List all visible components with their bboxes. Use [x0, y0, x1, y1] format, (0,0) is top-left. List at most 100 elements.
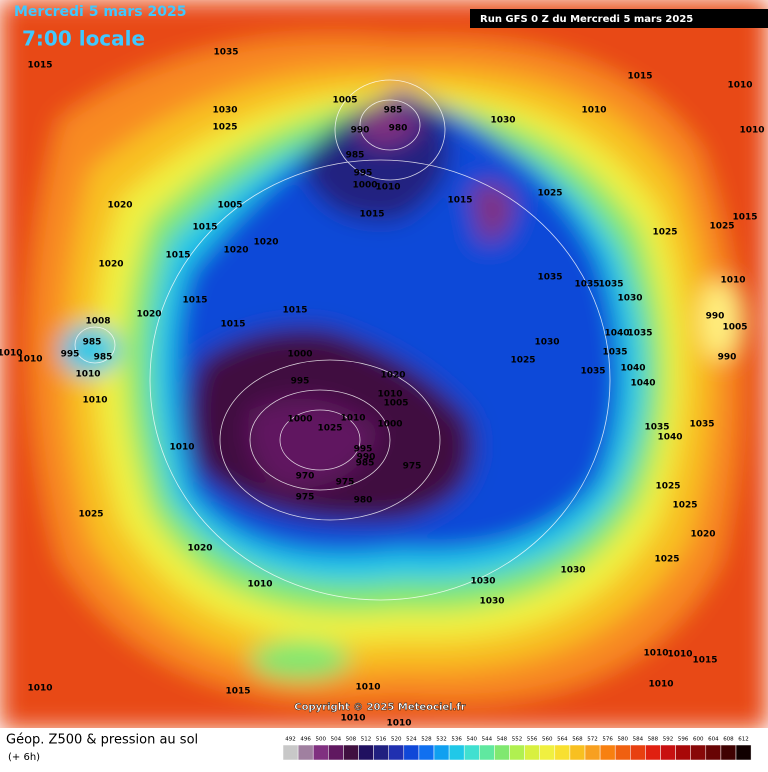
- pressure-label: 1030: [479, 597, 504, 607]
- pressure-label: 1010: [377, 390, 402, 400]
- pressure-label: 1010: [386, 719, 411, 729]
- pressure-label: 1030: [617, 294, 642, 304]
- pressure-label: 1035: [574, 280, 599, 290]
- pressure-label: 985: [346, 151, 365, 161]
- pressure-label: 1010: [648, 680, 673, 690]
- color-scale: 492 496 500 504 508 512 516 520 524 528 532 536 540 5…: [282, 737, 752, 761]
- pressure-label: 1015: [282, 306, 307, 316]
- scale-label: 508: [346, 737, 357, 743]
- pressure-label: 1005: [217, 201, 242, 211]
- product-name: Géop. Z500 & pression au sol: [6, 733, 198, 748]
- pressure-label: 1015: [225, 687, 250, 697]
- pressure-label: 990: [706, 312, 725, 322]
- pressure-label: 1010: [82, 396, 107, 406]
- pressure-label: 1035: [598, 280, 623, 290]
- pressure-label: 975: [403, 462, 422, 472]
- scale-label: 532: [436, 737, 447, 743]
- pressure-label: 1020: [187, 544, 212, 554]
- pressure-label: 1010: [667, 650, 692, 660]
- pressure-label: 1040: [604, 329, 629, 339]
- pressure-label: 1010: [75, 370, 100, 380]
- pressure-label: 1010: [720, 276, 745, 286]
- pressure-label: 1025: [317, 424, 342, 434]
- pressure-label: 1025: [78, 510, 103, 520]
- pressure-label: 1030: [212, 106, 237, 116]
- pressure-label: 975: [336, 478, 355, 488]
- lead-time: (+ 6h): [8, 752, 40, 763]
- pressure-label: 1000: [287, 350, 312, 360]
- scale-swatch: [569, 744, 586, 761]
- pressure-label: 1005: [722, 323, 747, 333]
- pressure-label: 1015: [359, 210, 384, 220]
- scale-label: 512: [361, 737, 372, 743]
- scale-swatch: [297, 744, 314, 761]
- pressure-label: 1015: [692, 656, 717, 666]
- scale-swatch: [328, 744, 344, 761]
- scale-swatch: [282, 744, 299, 761]
- map-title: Mercredi 5 mars 2025: [14, 4, 186, 20]
- pressure-label: 1035: [644, 423, 669, 433]
- scale-swatch: [388, 744, 405, 761]
- scale-label: 572: [587, 737, 598, 743]
- scale-label: 524: [406, 737, 417, 743]
- pressure-label: 1040: [630, 379, 655, 389]
- scale-label: 496: [300, 737, 311, 743]
- scale-label: 516: [376, 737, 387, 743]
- pressure-label: 1035: [689, 420, 714, 430]
- pressure-label: 1025: [652, 228, 677, 238]
- scale-label: 576: [602, 737, 613, 743]
- pressure-label: 980: [354, 496, 373, 506]
- scale-swatch: [418, 744, 435, 761]
- pressure-label: 1000: [352, 181, 377, 191]
- pressure-label: 1010: [169, 443, 194, 453]
- pressure-label: 975: [296, 493, 315, 503]
- pressure-label: 1010: [643, 649, 668, 659]
- pressure-label: 1005: [332, 96, 357, 106]
- scale-label: 536: [451, 737, 462, 743]
- pressure-label: 1008: [85, 317, 110, 327]
- pressure-label: 995: [291, 377, 310, 387]
- pressure-label: 1020: [253, 238, 278, 248]
- pressure-label: 985: [83, 338, 102, 348]
- scale-label: 500: [316, 737, 327, 743]
- scale-swatch: [524, 744, 540, 761]
- scale-label: 596: [678, 737, 689, 743]
- pressure-label: 1010: [340, 414, 365, 424]
- pressure-label: 985: [384, 106, 403, 116]
- pressure-label: 1035: [602, 348, 627, 358]
- pressure-label: 1020: [690, 530, 715, 540]
- pressure-label: 1010: [340, 714, 365, 724]
- scale-label: 504: [331, 737, 342, 743]
- pressure-label: 1020: [107, 201, 132, 211]
- scale-label: 592: [663, 737, 674, 743]
- scale-swatch: [584, 744, 601, 761]
- pressure-label: 1010: [727, 81, 752, 91]
- scale-swatch: [630, 744, 646, 761]
- scale-label: 608: [723, 737, 734, 743]
- pressure-label: 990: [357, 453, 376, 463]
- pressure-label: 970: [296, 472, 315, 482]
- scale-swatch: [735, 744, 752, 761]
- pressure-labels: 1035 1015 1005 985 990 980 1030 1025 985 995 1000 1…: [0, 48, 765, 729]
- scale-swatch: [373, 744, 389, 761]
- scale-swatch: [343, 744, 359, 761]
- pressure-label: 1025: [537, 189, 562, 199]
- pressure-label: 1040: [657, 433, 682, 443]
- pressure-label: 1010: [739, 126, 764, 136]
- pressure-label: 1035: [627, 329, 652, 339]
- pressure-label: 1025: [654, 555, 679, 565]
- scale-swatch: [479, 744, 495, 761]
- scale-swatch: [645, 744, 661, 761]
- pressure-label: 995: [354, 445, 373, 455]
- scale-label: 520: [391, 737, 402, 743]
- pressure-label: 1015: [27, 61, 52, 71]
- scale-swatch: [614, 744, 631, 761]
- pressure-label: 1020: [380, 371, 405, 381]
- scale-label: 560: [542, 737, 553, 743]
- pressure-label: 1010: [247, 580, 272, 590]
- scale-label: 492: [285, 737, 296, 743]
- scale-label: 604: [708, 737, 719, 743]
- pressure-label: 1015: [732, 213, 757, 223]
- scale-label: 600: [693, 737, 704, 743]
- pressure-label: 990: [351, 126, 370, 136]
